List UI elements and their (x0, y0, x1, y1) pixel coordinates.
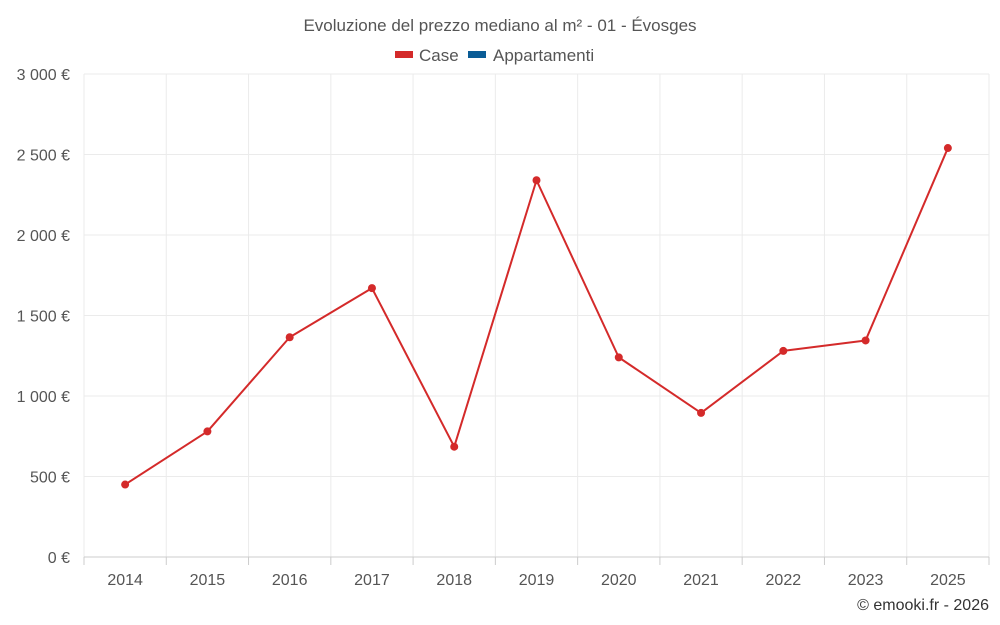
y-tick-label: 0 € (48, 550, 70, 567)
data-point[interactable] (614, 353, 623, 362)
y-tick-label: 2 000 € (17, 228, 70, 245)
y-tick-label: 1 000 € (17, 389, 70, 406)
x-tick-label: 2025 (930, 572, 966, 589)
x-tick-label: 2023 (848, 572, 884, 589)
legend-label-case: Case (419, 46, 459, 65)
x-tick-label: 2020 (601, 572, 637, 589)
data-point[interactable] (450, 442, 459, 451)
legend-swatch-appartamenti (468, 51, 486, 58)
y-tick-label: 500 € (30, 470, 70, 487)
legend-swatch-case (395, 51, 413, 58)
data-point[interactable] (861, 336, 870, 345)
x-tick-label: 2015 (190, 572, 226, 589)
data-point[interactable] (367, 284, 376, 293)
data-point[interactable] (203, 427, 212, 436)
data-point[interactable] (285, 333, 294, 342)
x-tick-label: 2017 (354, 572, 390, 589)
legend-item-appartamenti[interactable]: Appartamenti (468, 46, 594, 65)
grid (83, 73, 990, 557)
x-tick-label: 2021 (683, 572, 719, 589)
x-tick-label: 2018 (436, 572, 472, 589)
legend-item-case[interactable]: Case (395, 46, 459, 65)
data-point[interactable] (943, 144, 952, 153)
y-tick-label: 1 500 € (17, 309, 70, 326)
x-tick-label: 2022 (766, 572, 802, 589)
y-tick-label: 3 000 € (17, 67, 70, 84)
legend-label-appartamenti: Appartamenti (493, 46, 594, 65)
data-point[interactable] (697, 408, 706, 417)
x-tick-label: 2014 (107, 572, 143, 589)
x-tick-label: 2019 (519, 572, 555, 589)
data-point[interactable] (532, 176, 541, 185)
data-point[interactable] (121, 480, 130, 489)
data-point[interactable] (779, 346, 788, 355)
legend: Case Appartamenti (395, 46, 594, 65)
x-tick-label: 2016 (272, 572, 308, 589)
series (121, 144, 952, 489)
credit-text: © emooki.fr - 2026 (857, 597, 989, 614)
chart-title: Evoluzione del prezzo mediano al m² - 01… (303, 16, 696, 35)
y-tick-label: 2 500 € (17, 148, 70, 165)
axes: 0 € 500 € 1 000 € 1 500 € 2 000 € 2 500 € 3 00… (17, 67, 990, 589)
